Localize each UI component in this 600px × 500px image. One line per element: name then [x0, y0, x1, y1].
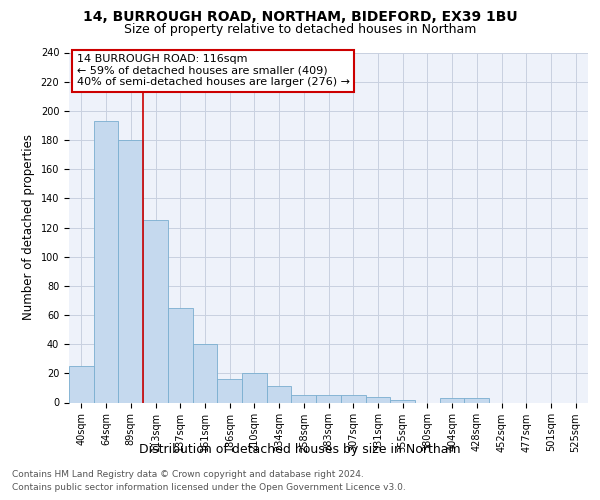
Text: Contains public sector information licensed under the Open Government Licence v3: Contains public sector information licen…: [12, 484, 406, 492]
Bar: [242, 374, 267, 402]
Bar: [292, 395, 316, 402]
Text: Distribution of detached houses by size in Northam: Distribution of detached houses by size …: [139, 442, 461, 456]
Bar: [267, 386, 292, 402]
Text: 14 BURROUGH ROAD: 116sqm
← 59% of detached houses are smaller (409)
40% of semi-: 14 BURROUGH ROAD: 116sqm ← 59% of detach…: [77, 54, 350, 88]
Bar: [440, 398, 464, 402]
Text: Size of property relative to detached houses in Northam: Size of property relative to detached ho…: [124, 22, 476, 36]
Bar: [217, 379, 242, 402]
Bar: [94, 121, 118, 402]
Bar: [365, 396, 390, 402]
Bar: [143, 220, 168, 402]
Bar: [464, 398, 489, 402]
Bar: [193, 344, 217, 403]
Bar: [118, 140, 143, 402]
Text: Contains HM Land Registry data © Crown copyright and database right 2024.: Contains HM Land Registry data © Crown c…: [12, 470, 364, 479]
Bar: [341, 395, 365, 402]
Bar: [69, 366, 94, 403]
Y-axis label: Number of detached properties: Number of detached properties: [22, 134, 35, 320]
Text: 14, BURROUGH ROAD, NORTHAM, BIDEFORD, EX39 1BU: 14, BURROUGH ROAD, NORTHAM, BIDEFORD, EX…: [83, 10, 517, 24]
Bar: [390, 400, 415, 402]
Bar: [168, 308, 193, 402]
Bar: [316, 395, 341, 402]
